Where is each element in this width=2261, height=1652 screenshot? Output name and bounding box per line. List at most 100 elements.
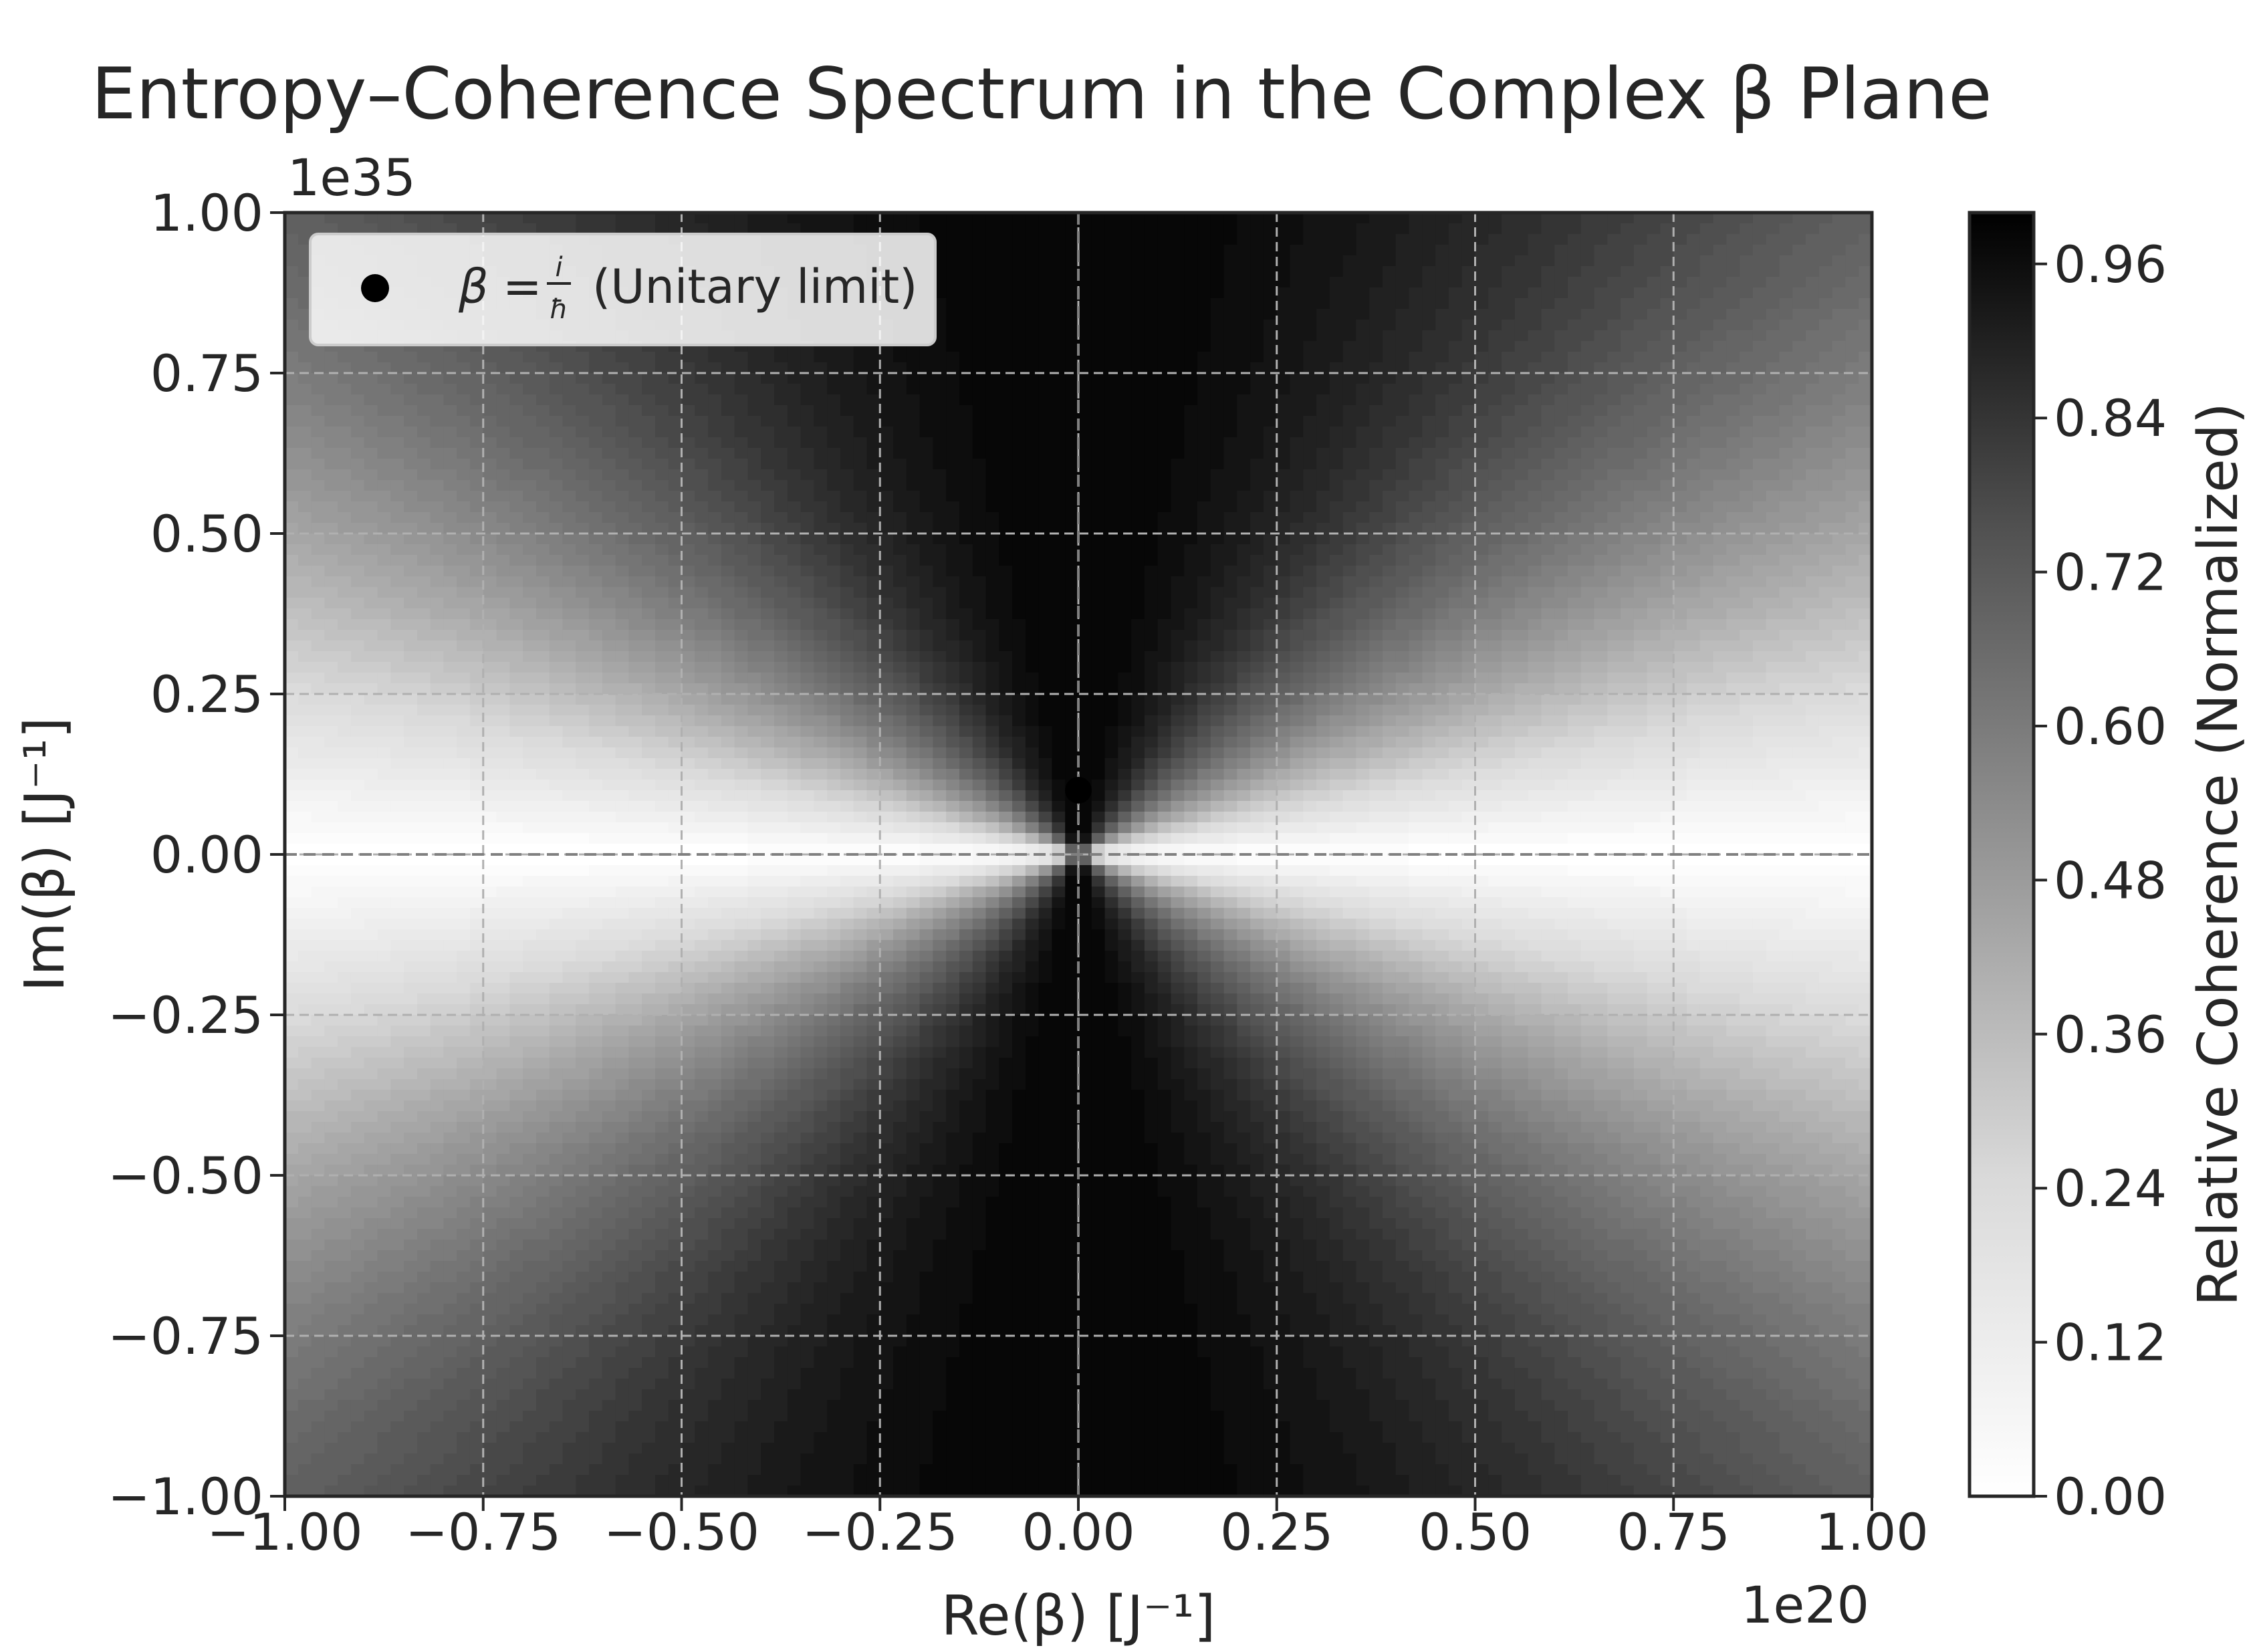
heatmap-cell [1250,320,1264,331]
heatmap-cell [1250,555,1264,566]
heatmap-cell [1144,298,1159,310]
heatmap-cell [959,223,973,235]
heatmap-cell [1025,416,1040,427]
heatmap-cell [972,255,987,267]
heatmap-cell [880,384,894,395]
heatmap-cell [946,544,960,556]
heatmap-cell [1171,213,1185,224]
heatmap-cell [1184,223,1198,235]
heatmap-cell [1409,523,1423,534]
heatmap-cell [1699,534,1714,545]
heatmap-cell [1276,512,1291,523]
heatmap-cell [1038,373,1053,384]
heatmap-cell [1316,619,1330,630]
heatmap-cell [615,469,629,481]
heatmap-cell [589,384,603,395]
heatmap-cell [1395,384,1410,395]
heatmap-cell [1792,416,1806,427]
heatmap-cell [416,598,431,609]
heatmap-cell [681,534,695,545]
heatmap-cell [1818,341,1833,352]
heatmap-cell [1276,491,1291,502]
heatmap-cell [1329,384,1344,395]
heatmap-cell [1237,437,1251,449]
heatmap-cell [443,384,457,395]
heatmap-cell [1065,598,1079,609]
heatmap-cell [1845,362,1859,374]
heatmap-cell [1673,330,1687,342]
heatmap-cell [469,512,484,523]
heatmap-cell [350,555,365,566]
heatmap-cell [919,394,933,406]
heatmap-cell [1144,587,1159,598]
heatmap-cell [285,362,299,374]
heatmap-cell [377,352,391,363]
heatmap-cell [1673,491,1687,502]
heatmap-cell [377,362,391,374]
heatmap-cell [985,416,999,427]
heatmap-cell [1806,587,1820,598]
heatmap-cell [1078,341,1092,352]
heatmap-cell [469,223,484,235]
heatmap-cell [430,491,444,502]
heatmap-cell [761,362,775,374]
heatmap-cell [1223,480,1237,491]
heatmap-cell [377,501,391,513]
heatmap-cell [1514,373,1529,384]
heatmap-cell [377,427,391,438]
heatmap-cell [1316,598,1330,609]
heatmap-cell [1118,330,1132,342]
heatmap-cell [853,405,868,417]
heatmap-cell [1131,298,1145,310]
heatmap-cell [1845,640,1859,652]
heatmap-cell [1409,598,1423,609]
heatmap-cell [1647,523,1661,534]
heatmap-cell [1435,320,1449,331]
heatmap-cell [1580,427,1595,438]
heatmap-cell [1475,277,1489,288]
heatmap-cell [761,459,775,470]
heatmap-cell [311,608,325,620]
heatmap-cell [1567,619,1582,630]
heatmap-cell [1488,544,1502,556]
heatmap-cell [1210,394,1225,406]
heatmap-cell [681,576,695,588]
heatmap-cell [1276,277,1291,288]
heatmap-cell [430,448,444,459]
heatmap-cell [999,566,1013,577]
heatmap-cell [1316,213,1330,224]
heatmap-cell [853,448,868,459]
heatmap-cell [827,469,841,481]
heatmap-cell [496,523,510,534]
heatmap-cell [1779,352,1793,363]
heatmap-cell [1766,469,1780,481]
heatmap-cell [985,576,999,588]
heatmap-cell [721,459,735,470]
heatmap-cell [562,416,576,427]
heatmap-cell [761,598,775,609]
heatmap-cell [1395,223,1410,235]
heatmap-cell [1276,598,1291,609]
heatmap-cell [615,352,629,363]
heatmap-cell [1752,619,1767,630]
heatmap-cell [814,566,828,577]
heatmap-cell [866,491,880,502]
heatmap-cell [1435,566,1449,577]
heatmap-cell [1488,330,1502,342]
heatmap-cell [285,384,299,395]
heatmap-cell [430,566,444,577]
heatmap-cell [416,555,431,566]
heatmap-cell [642,416,656,427]
heatmap-cell [576,405,590,417]
heatmap-cell [377,469,391,481]
heatmap-cell [919,640,933,652]
heatmap-cell [1303,277,1317,288]
heatmap-cell [1607,427,1621,438]
heatmap-cell [787,587,802,598]
heatmap-cell [747,405,761,417]
heatmap-cell [1673,512,1687,523]
heatmap-cell [1171,608,1185,620]
heatmap-cell [1514,512,1529,523]
heatmap-cell [1580,223,1595,235]
heatmap-cell [1131,277,1145,288]
